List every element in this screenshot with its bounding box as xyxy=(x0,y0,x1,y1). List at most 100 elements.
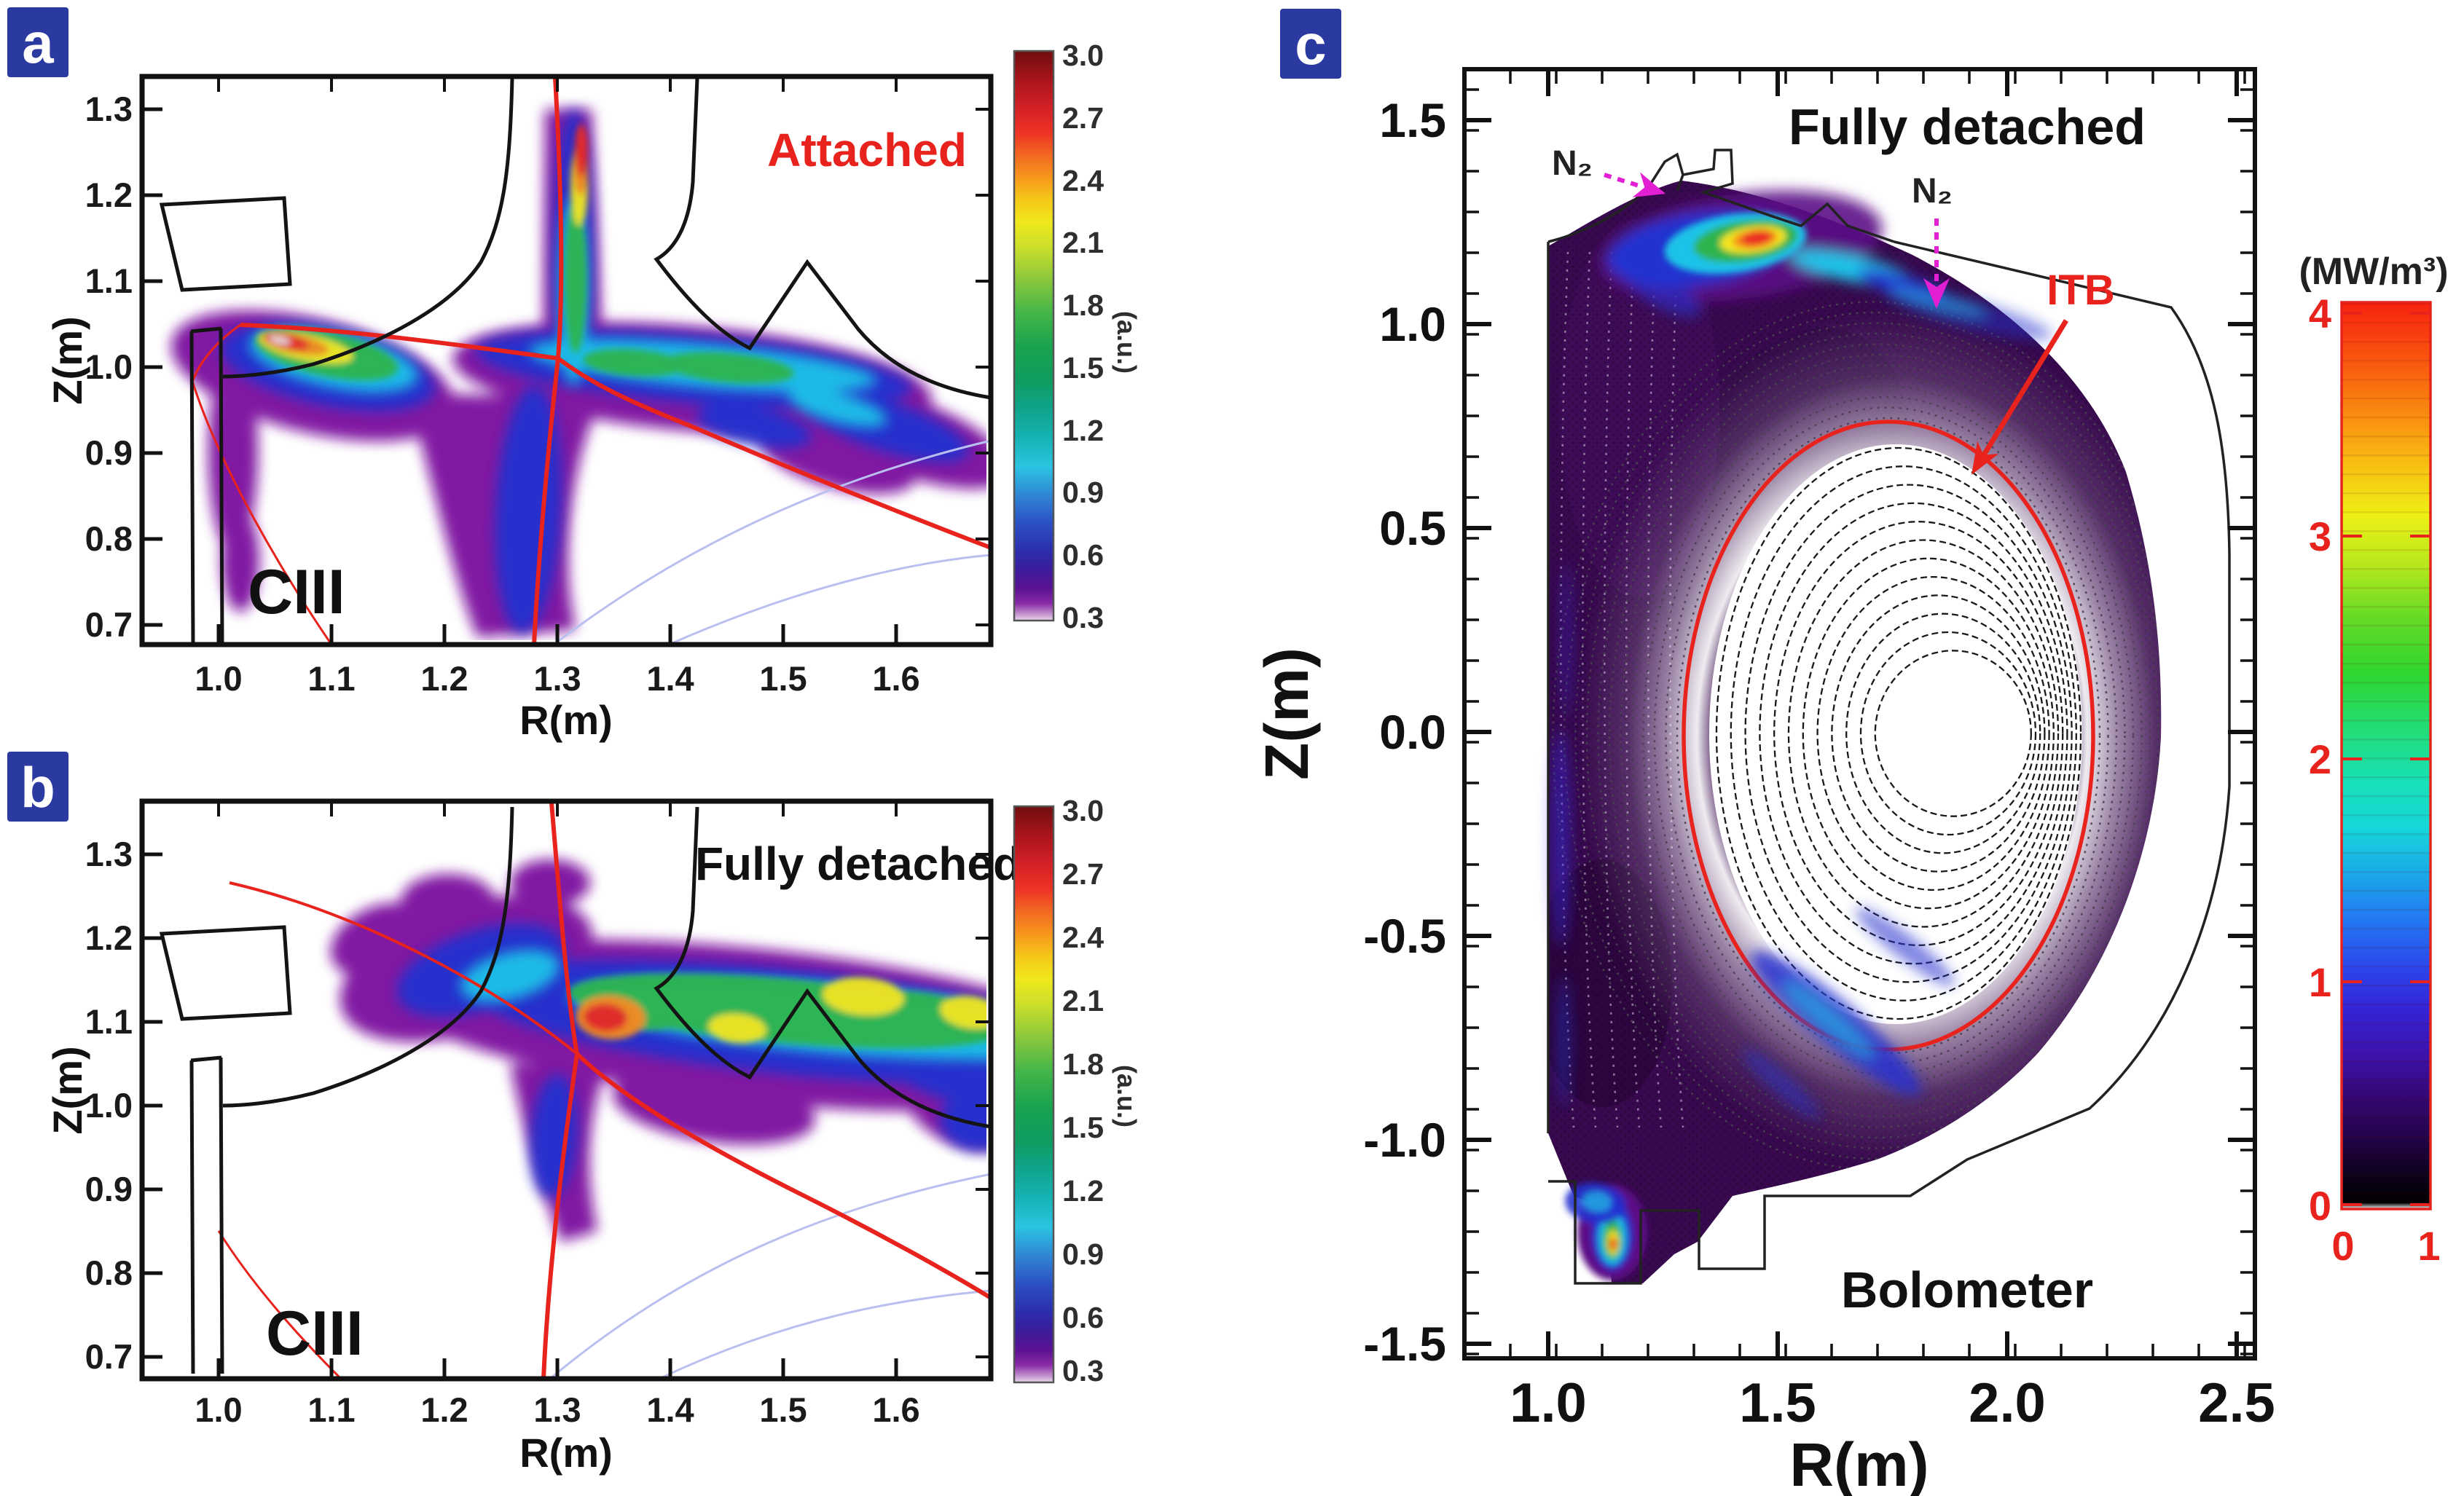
cbar-unit-a: (a.u.) xyxy=(1112,311,1142,374)
y-tick-label: 0.9 xyxy=(85,433,133,472)
panel-a-title: Attached xyxy=(767,124,967,176)
panel-a-frame xyxy=(139,74,994,647)
cbar-tick: 2.7 xyxy=(1062,101,1104,135)
flux-surfaces-outer xyxy=(1552,301,2162,1170)
panel-c-heatmap xyxy=(1547,149,2231,1285)
x-tick-label: 1.6 xyxy=(872,659,919,698)
y-axis-label-b: Z(m) xyxy=(44,1046,90,1134)
y-tick-label: 0.8 xyxy=(85,1253,133,1292)
y-tick-label: 1.5 xyxy=(1379,93,1446,147)
x-tick-label: 1.4 xyxy=(646,659,694,698)
flux-curves-b xyxy=(549,1173,992,1380)
cbar-tick: 2.7 xyxy=(1062,857,1104,891)
colorbar-c-ticks xyxy=(2342,312,2430,1206)
cbar-tick: 0.9 xyxy=(1062,476,1104,509)
vessel-outline-a xyxy=(159,77,992,645)
itb-arrow-line xyxy=(1977,319,2068,465)
n2-injection-outer: N₂ xyxy=(1912,172,1953,309)
cbar-tick: 2 xyxy=(2309,736,2331,782)
y-axis-label-a: Z(m) xyxy=(44,316,90,404)
y-axis-label-c: Z(m) xyxy=(1252,647,1321,780)
x-axis-label-c: R(m) xyxy=(1789,1430,1929,1496)
panel-b: b Fully detached CIII 1.3 1.2 1.1 1.0 0.… xyxy=(7,752,1142,1476)
vessel-outline-b xyxy=(159,806,992,1374)
panel-b-frame xyxy=(139,798,994,1382)
y-tick-label: 0.5 xyxy=(1379,501,1446,555)
n2-outer-label: N₂ xyxy=(1912,172,1953,210)
y-tick-label: -1.5 xyxy=(1363,1317,1446,1371)
x-tick-label: 1.0 xyxy=(195,659,242,698)
n2-injection-upper: N₂ xyxy=(1552,144,1665,197)
colorbar-b xyxy=(1013,805,1055,1384)
cbar-tick: 1.2 xyxy=(1062,1174,1104,1208)
axis-ticks-c xyxy=(1464,69,2255,1358)
panel-c-title: Fully detached xyxy=(1789,98,2146,155)
panel-c-instrument-label: Bolometer xyxy=(1841,1261,2093,1318)
x-tick-label: 1.2 xyxy=(420,1390,468,1429)
cbar-tick: 2.1 xyxy=(1062,226,1104,259)
cbar-xtick: 1 xyxy=(2417,1223,2440,1269)
panel-b-label: b xyxy=(20,755,55,819)
separatrix-b xyxy=(217,802,992,1380)
itb-label: ITB xyxy=(2047,267,2114,314)
cbar-tick: 0 xyxy=(2309,1183,2331,1229)
x-tick-label: 1.0 xyxy=(1510,1372,1587,1434)
flux-surfaces-left xyxy=(1560,251,1684,1128)
y-tick-label: 1.3 xyxy=(85,90,133,128)
panel-a-species-label: CIII xyxy=(248,557,345,627)
cbar-tick: 1.8 xyxy=(1062,1047,1104,1081)
cbar-tick: 1 xyxy=(2309,959,2331,1005)
n2-upper-arrowhead-icon xyxy=(1632,172,1665,197)
y-tick-label: 1.2 xyxy=(85,176,133,214)
flux-surfaces-core xyxy=(1715,446,2082,1020)
y-tick-label: 1.0 xyxy=(85,347,133,386)
panel-b-title: Fully detached xyxy=(695,838,1021,890)
cbar-tick: 1.8 xyxy=(1062,288,1104,322)
panel-c: N₂ N₂ ITB c Fully detached Bolometer 1.5… xyxy=(1252,9,2449,1496)
x-tick-label: 1.3 xyxy=(533,1390,581,1429)
y-tick-label: 0.0 xyxy=(1379,705,1446,759)
y-tick-label: 1.3 xyxy=(85,835,133,873)
colorbar-c-banding xyxy=(2342,302,2430,1209)
axis-ticks-a xyxy=(142,76,991,645)
n2-outer-arrowhead-icon xyxy=(1923,278,1950,309)
itb-annotation: ITB xyxy=(1971,267,2115,475)
x-tick-label: 1.1 xyxy=(307,1390,355,1429)
panel-c-label-box xyxy=(1280,9,1341,79)
x-tick-label: 1.1 xyxy=(307,659,355,698)
cbar-tick: 2.4 xyxy=(1062,164,1104,197)
cbar-tick: 0.6 xyxy=(1062,538,1104,572)
panel-b-label-box xyxy=(7,752,68,822)
cbar-tick: 4 xyxy=(2309,291,2331,336)
cbar-tick: 1.5 xyxy=(1062,351,1104,385)
panel-a: a Attached CIII 1.3 1.2 1.1 1.0 0.9 0.8 … xyxy=(7,7,1142,743)
cbar-tick: 3.0 xyxy=(1062,794,1104,827)
cbar-unit-c: (MW/m³) xyxy=(2299,251,2448,293)
cbar-tick: 0.9 xyxy=(1062,1237,1104,1271)
separatrix-a xyxy=(190,77,992,645)
axis-ticks-b xyxy=(142,801,991,1379)
y-tick-label: -1.0 xyxy=(1363,1113,1446,1167)
flux-curves-a xyxy=(553,439,992,646)
x-tick-label: 1.5 xyxy=(759,1390,807,1429)
x-tick-label: 1.2 xyxy=(420,659,468,698)
cbar-tick: 1.2 xyxy=(1062,414,1104,447)
y-tick-label: 1.2 xyxy=(85,918,133,957)
cbar-tick: 3 xyxy=(2309,513,2331,559)
n2-upper-label: N₂ xyxy=(1552,144,1593,183)
x-tick-label: 1.6 xyxy=(872,1390,919,1429)
itb-arrowhead-icon xyxy=(1971,441,1999,475)
core-region xyxy=(1709,444,2082,1024)
panel-c-frame xyxy=(1462,67,2257,1361)
x-axis-label-b: R(m) xyxy=(519,1430,613,1476)
x-tick-label: 2.5 xyxy=(2198,1372,2275,1434)
x-axis-label-a: R(m) xyxy=(519,697,613,743)
cbar-tick: 1.5 xyxy=(1062,1111,1104,1144)
y-tick-label: 1.0 xyxy=(85,1086,133,1125)
radiation-hotspots xyxy=(1550,190,2052,1280)
y-tick-label: 0.9 xyxy=(85,1170,133,1208)
y-tick-label: 1.1 xyxy=(85,261,133,300)
panel-b-species-label: CIII xyxy=(266,1299,364,1369)
colorbar-a xyxy=(1013,50,1055,622)
